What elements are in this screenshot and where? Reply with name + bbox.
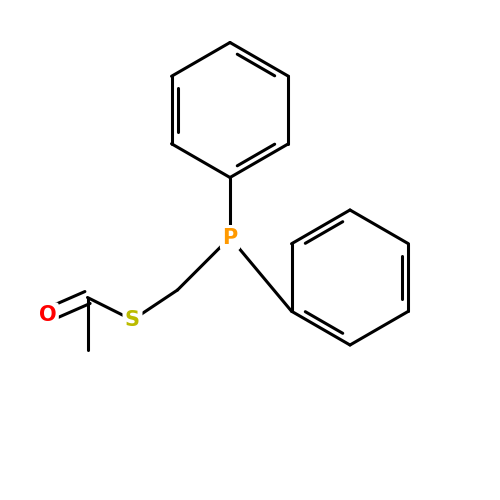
Text: P: P	[222, 228, 238, 248]
Text: S: S	[125, 310, 140, 330]
Text: O: O	[38, 305, 56, 325]
